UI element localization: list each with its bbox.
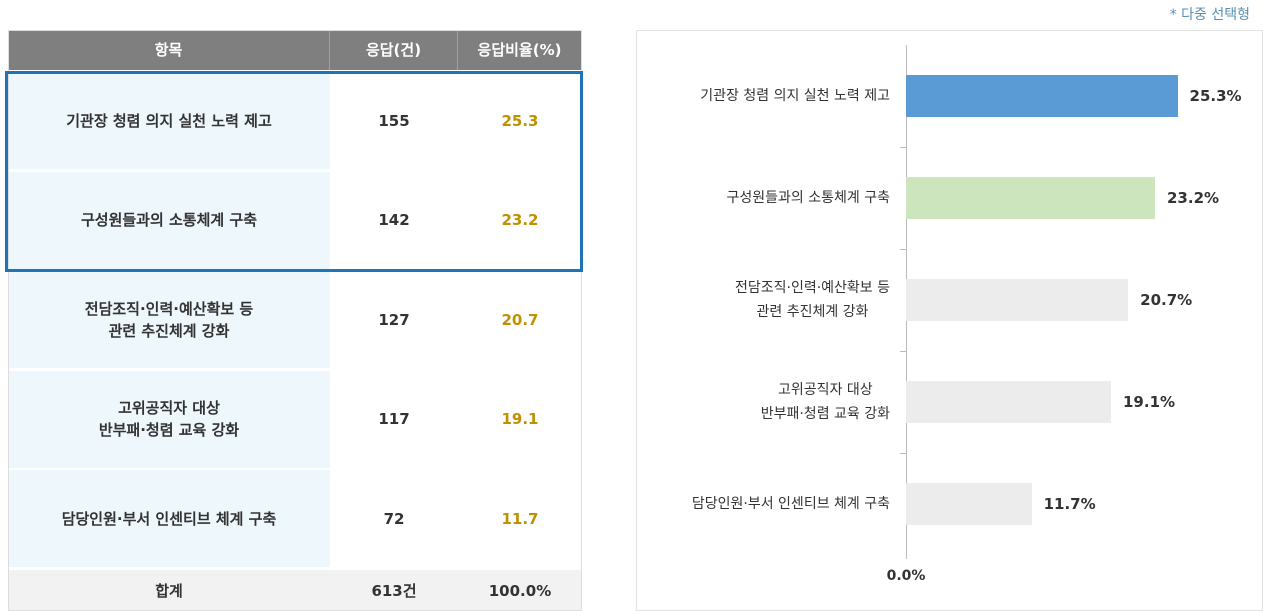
bar <box>906 279 1129 321</box>
value-label: 20.7% <box>1140 291 1193 309</box>
category-label: 고위공직자 대상 반부패·청렴 교육 강화 <box>760 382 890 422</box>
total-cell: 613건 <box>330 570 458 611</box>
table-cell: 155 <box>330 72 458 171</box>
table-cell: 127 <box>330 271 458 371</box>
note: * 다중 선택형 <box>1169 7 1250 23</box>
bar <box>906 177 1155 219</box>
header-cell: 항목 <box>8 30 330 70</box>
header-cell: 응답비율(%) <box>458 30 582 70</box>
table-cell: 25.3 <box>458 72 582 171</box>
table-cell: 전담조직·인력·예산확보 등 관련 추진체계 강화 <box>8 271 330 371</box>
table-cell: 72 <box>330 470 458 570</box>
x-tick <box>906 555 907 559</box>
bar <box>906 381 1111 423</box>
table-cell: 구성원들과의 소통체계 구축 <box>8 171 330 271</box>
separator <box>900 147 906 148</box>
category-label: 기관장 청렴 의지 실천 노력 제고 <box>700 88 890 104</box>
category-label: 담당인원·부서 인센티브 체계 구축 <box>691 496 890 512</box>
table-cell: 117 <box>330 371 458 470</box>
bar <box>906 75 1178 117</box>
total-cell: 100.0% <box>458 570 582 611</box>
category-label: 전담조직·인력·예산확보 등 관련 추진체계 강화 <box>734 280 890 320</box>
table-cell: 담당인원·부서 인센티브 체계 구축 <box>8 470 330 570</box>
table-cell: 11.7 <box>458 470 582 570</box>
separator <box>900 351 906 352</box>
separator <box>900 249 906 250</box>
x-tick-label: 0.0% <box>886 568 926 584</box>
table-cell: 고위공직자 대상 반부패·청렴 교육 강화 <box>8 370 330 470</box>
value-label: 11.7% <box>1043 495 1096 513</box>
total-cell: 합계 <box>8 570 330 611</box>
table-cell: 기관장 청렴 의지 실천 노력 제고 <box>8 72 330 171</box>
separator <box>900 453 906 454</box>
value-label: 19.1% <box>1123 393 1176 411</box>
table-cell: 20.7 <box>458 271 582 371</box>
highlight-box <box>5 71 583 272</box>
table-cell: 19.1 <box>458 371 582 470</box>
category-label: 구성원들과의 소통체계 구축 <box>726 190 890 206</box>
value-label: 25.3% <box>1189 87 1242 105</box>
bar <box>906 483 1032 525</box>
header-cell: 응답(건) <box>330 30 458 70</box>
value-label: 23.2% <box>1167 189 1220 207</box>
